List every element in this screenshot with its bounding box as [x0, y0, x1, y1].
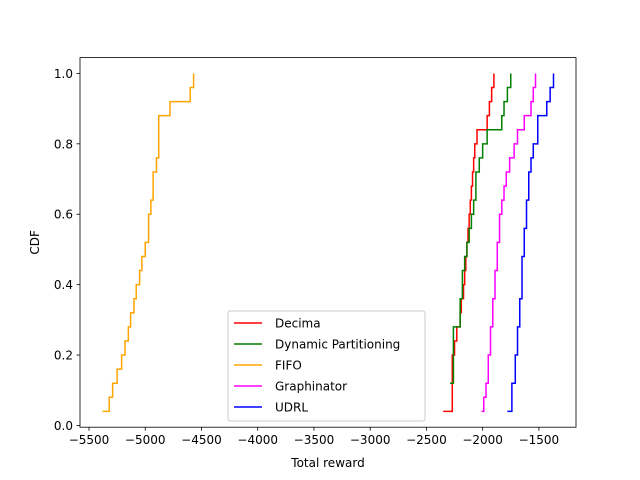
legend-label-udrl: UDRL: [275, 401, 308, 415]
series-layer: [102, 73, 555, 413]
x-tick-label: −2500: [406, 433, 447, 447]
x-tick-label: −3000: [350, 433, 391, 447]
legend-label-decima: Decima: [275, 317, 321, 331]
y-tick-label: 0.4: [54, 278, 73, 292]
x-tick-label: −5000: [125, 433, 166, 447]
legend-label-dynamic-partitioning: Dynamic Partitioning: [275, 338, 400, 352]
x-tick-label: −3500: [294, 433, 335, 447]
y-tick-label: 1.0: [54, 67, 73, 81]
y-axis-label: CDF: [28, 230, 42, 255]
y-tick-label: 0.8: [54, 137, 73, 151]
x-tick-label: −4000: [237, 433, 278, 447]
series-line-fifo: [102, 73, 195, 413]
y-tick-label: 0.2: [54, 349, 73, 363]
x-tick-label: −1500: [519, 433, 560, 447]
plot-frame: [79, 57, 577, 428]
legend-frame: [227, 310, 426, 422]
series-line-udrl: [507, 73, 555, 413]
x-tick-label: −5500: [69, 433, 110, 447]
x-axis-ticks: −5500 −5000 −4500 −4000 −3500 −3000 −2500 −2000…: [69, 427, 559, 447]
series-line-graphinator: [481, 73, 537, 413]
y-tick-label: 0.6: [54, 208, 73, 222]
x-tick-label: −4500: [181, 433, 222, 447]
y-axis-ticks: 0.0 0.2 0.4 0.6 0.8 1.0: [54, 67, 80, 433]
legend-label-graphinator: Graphinator: [275, 380, 347, 394]
x-axis-label: Total reward: [290, 456, 364, 470]
x-tick-label: −2000: [462, 433, 503, 447]
legend: Decima Dynamic Partitioning FIFO Graphinato…: [227, 310, 426, 422]
y-tick-label: 0.0: [54, 419, 73, 433]
legend-label-fifo: FIFO: [275, 359, 302, 373]
series-line-dynamic-partitioning: [450, 73, 512, 384]
